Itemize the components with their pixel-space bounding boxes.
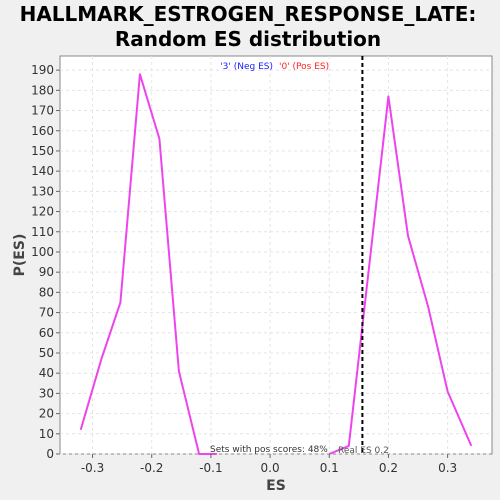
pos-scores-annotation: Sets with pos scores: 48% (210, 445, 328, 455)
x-tick-label: 0.2 (379, 461, 398, 475)
y-tick-label: 150 (31, 144, 54, 158)
x-tick-label: -0.1 (199, 461, 222, 475)
y-tick-label: 70 (39, 306, 54, 320)
y-tick-label: 20 (39, 407, 54, 421)
x-tick-label: -0.2 (140, 461, 163, 475)
x-tick-label: 0.0 (261, 461, 280, 475)
y-axis-label: P(ES) (12, 234, 28, 277)
y-tick-label: 90 (39, 265, 54, 279)
legend: '3' (Neg ES) '0' (Pos ES) (220, 62, 329, 72)
y-tick-label: 0 (46, 447, 54, 461)
y-axis: 0 10 20 30 40 50 60 70 80 90 100 110 120 130 140 150 160… (31, 63, 60, 461)
x-axis: -0.3 -0.2 -0.1 0.0 0.1 0.2 0.3 (81, 454, 457, 475)
y-tick-label: 30 (39, 386, 54, 400)
y-tick-label: 180 (31, 83, 54, 97)
real-es-label: Real ES 0.2 (338, 446, 389, 456)
x-tick-label: 0.3 (438, 461, 457, 475)
x-axis-label: ES (266, 478, 286, 494)
y-tick-label: 120 (31, 205, 54, 219)
series-neg-es-line (79, 73, 217, 455)
x-tick-label: -0.3 (81, 461, 104, 475)
legend-pos-es: '0' (Pos ES) (279, 62, 329, 72)
y-tick-label: 160 (31, 124, 54, 138)
legend-neg-es: '3' (Neg ES) (220, 62, 273, 72)
y-tick-label: 110 (31, 225, 54, 239)
chart-title-line-2: Random ES distribution (115, 27, 381, 51)
y-tick-label: 140 (31, 164, 54, 178)
y-tick-label: 190 (31, 63, 54, 77)
chart-title-line-1: HALLMARK_ESTROGEN_RESPONSE_LATE: (20, 2, 477, 26)
y-tick-label: 130 (31, 184, 54, 198)
series-pos-es-line (328, 95, 473, 455)
y-tick-label: 100 (31, 245, 54, 259)
y-tick-label: 10 (39, 427, 54, 441)
y-tick-label: 80 (39, 285, 54, 299)
y-tick-label: 170 (31, 104, 54, 118)
plot-area (59, 55, 493, 455)
series-lines (79, 73, 473, 455)
x-tick-label: 0.1 (320, 461, 339, 475)
grid-lines (60, 56, 492, 455)
y-tick-label: 40 (39, 366, 54, 380)
y-tick-label: 60 (39, 326, 54, 340)
y-tick-label: 50 (39, 346, 54, 360)
